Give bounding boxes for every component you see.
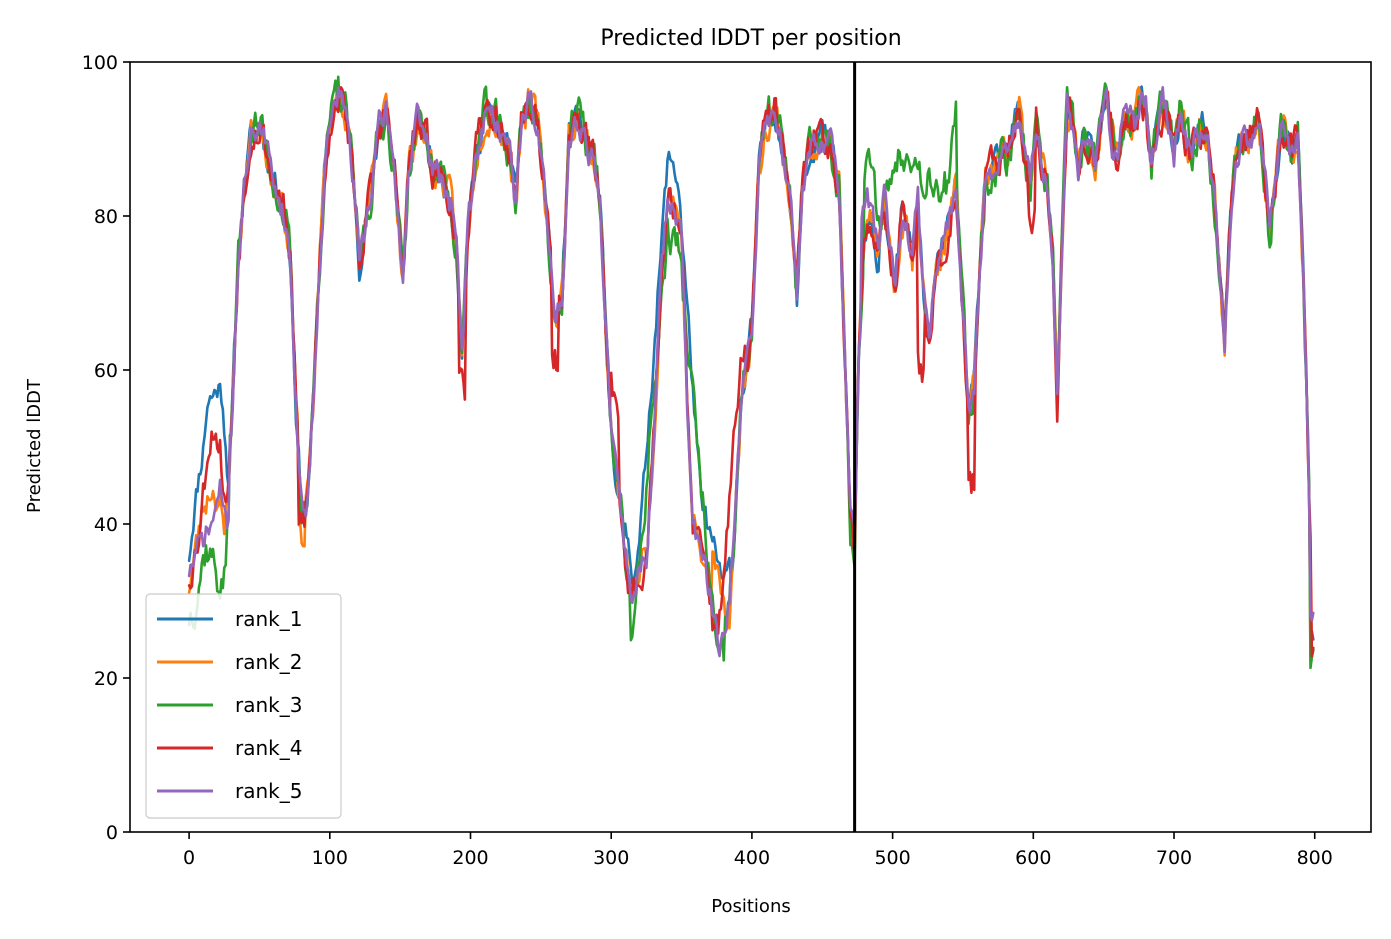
axes-layer: 0 100 200 300 400 500 600 700 800 0 20 40 60 80 100: [82, 52, 1372, 869]
y-tick-label: 60: [94, 360, 118, 382]
series-layer: [187, 62, 1315, 832]
y-tick-label: 40: [94, 514, 118, 536]
x-tick-label: 200: [452, 847, 488, 869]
plot-frame: [129, 61, 1372, 833]
y-tick-label: 0: [106, 822, 118, 844]
chart-title: Predicted lDDT per position: [600, 26, 901, 51]
series-line-rank-4: [187, 86, 1315, 658]
x-tick-label: 400: [734, 847, 770, 869]
x-tick-label: 500: [874, 847, 910, 869]
legend: rank_1 rank_2 rank_3 rank_4 rank_5: [145, 593, 342, 819]
series-line-rank-5: [187, 85, 1315, 658]
legend-label-rank-3: rank_3: [235, 693, 302, 717]
series-line-rank-1: [187, 85, 1315, 641]
x-tick-label: 100: [312, 847, 348, 869]
y-tick-label: 100: [82, 52, 118, 74]
series-line-rank-2: [187, 85, 1315, 662]
legend-label-rank-4: rank_4: [235, 736, 302, 760]
y-tick-label: 20: [94, 668, 118, 690]
x-tick-label: 700: [1156, 847, 1192, 869]
legend-label-rank-1: rank_1: [235, 607, 302, 631]
y-tick-label: 80: [94, 206, 118, 228]
x-tick-label: 300: [593, 847, 629, 869]
x-tick-label: 0: [183, 847, 195, 869]
series-line-rank-3: [187, 75, 1315, 670]
x-tick-label: 800: [1297, 847, 1333, 869]
legend-frame: [145, 593, 342, 819]
legend-label-rank-5: rank_5: [235, 779, 302, 803]
y-axis-label: Predicted lDDT: [24, 378, 45, 513]
legend-label-rank-2: rank_2: [235, 650, 302, 674]
x-axis-label: Positions: [711, 896, 790, 917]
x-tick-label: 600: [1015, 847, 1051, 869]
